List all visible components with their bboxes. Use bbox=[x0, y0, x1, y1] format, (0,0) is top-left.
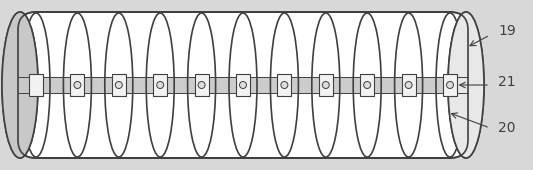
Bar bbox=[443, 74, 457, 96]
Circle shape bbox=[281, 81, 288, 89]
Bar bbox=[195, 74, 208, 96]
Ellipse shape bbox=[2, 12, 38, 158]
Bar bbox=[236, 74, 250, 96]
Ellipse shape bbox=[448, 12, 484, 158]
Text: 19: 19 bbox=[498, 24, 516, 38]
Bar bbox=[29, 74, 43, 96]
Ellipse shape bbox=[2, 12, 38, 158]
Circle shape bbox=[364, 81, 370, 89]
FancyBboxPatch shape bbox=[18, 12, 468, 158]
Bar bbox=[112, 74, 126, 96]
Circle shape bbox=[405, 81, 412, 89]
Bar bbox=[277, 74, 292, 96]
Circle shape bbox=[322, 81, 329, 89]
Circle shape bbox=[157, 81, 164, 89]
Text: 20: 20 bbox=[498, 121, 516, 134]
Bar bbox=[401, 74, 416, 96]
Text: 21: 21 bbox=[498, 75, 516, 89]
Circle shape bbox=[447, 81, 454, 89]
Circle shape bbox=[74, 81, 81, 89]
Bar bbox=[319, 74, 333, 96]
Circle shape bbox=[239, 81, 246, 89]
Ellipse shape bbox=[448, 12, 484, 158]
Bar bbox=[70, 74, 84, 96]
Bar bbox=[18, 77, 468, 93]
Circle shape bbox=[198, 81, 205, 89]
Bar bbox=[153, 74, 167, 96]
Circle shape bbox=[115, 81, 122, 89]
Bar bbox=[360, 74, 374, 96]
